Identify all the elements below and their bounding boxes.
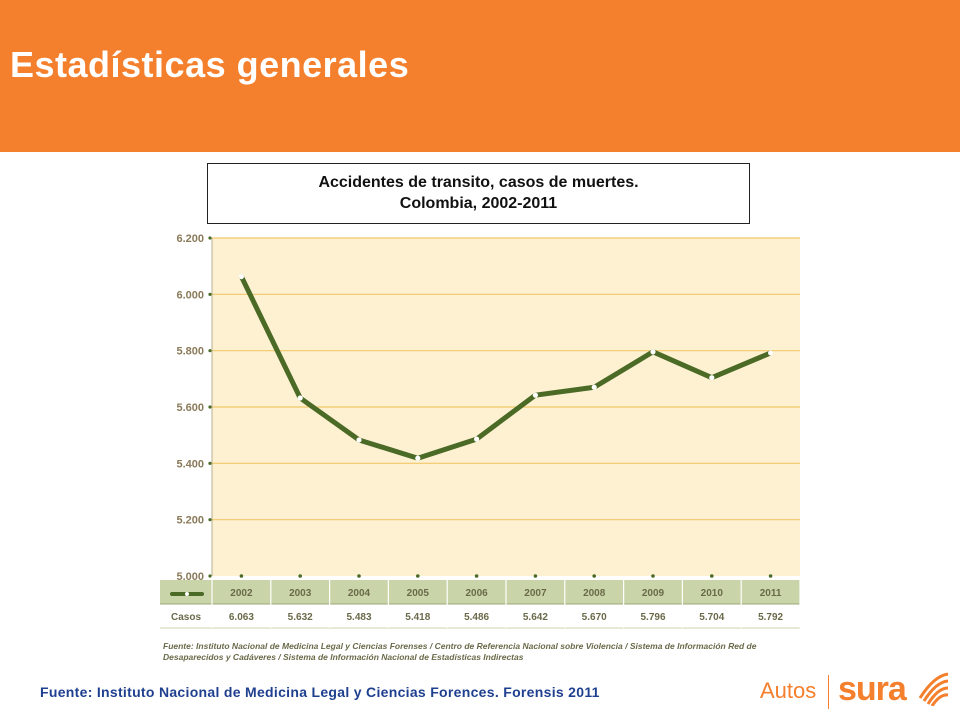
data-value-label: 5.486 <box>464 612 489 623</box>
data-value-label: 5.642 <box>523 612 548 623</box>
data-value-label: 6.063 <box>229 612 254 623</box>
y-tick-dot <box>208 461 212 465</box>
series-line-casos <box>238 274 774 461</box>
x-tick-label: 2007 <box>524 588 547 599</box>
sura-wing-icon <box>918 672 949 706</box>
x-tick-label: 2011 <box>760 588 782 599</box>
y-tick-dot <box>208 292 212 296</box>
y-tick-label: 6.000 <box>176 289 204 301</box>
x-tick-label: 2006 <box>465 588 488 599</box>
x-tick-dot <box>592 574 596 578</box>
brand-autos: Autos <box>760 678 817 703</box>
data-point <box>356 437 362 443</box>
data-point <box>591 384 597 390</box>
x-tick-label: 2010 <box>701 588 724 599</box>
y-tick-label: 5.600 <box>176 402 204 414</box>
data-value-label: 5.632 <box>288 612 313 623</box>
x-tick-label: 2003 <box>289 588 312 599</box>
y-tick-dot <box>208 236 212 240</box>
chart-source-note: Fuente: Instituto Nacional de Medicina L… <box>163 641 757 662</box>
data-point <box>297 395 303 401</box>
data-point <box>650 349 656 355</box>
x-tick-label: 2005 <box>407 588 430 599</box>
data-point <box>415 455 421 461</box>
chart-title-line1: Accidentes de transito, casos de muertes… <box>318 174 639 191</box>
legend-swatch-dot <box>185 592 189 596</box>
data-point <box>768 350 774 356</box>
brand-separator <box>828 675 829 709</box>
data-value-label: 5.704 <box>699 612 724 623</box>
x-tick-dot <box>474 574 479 578</box>
x-tick-dot <box>768 574 773 578</box>
y-tick-dot <box>208 574 212 578</box>
y-tick-label: 5.200 <box>176 515 204 527</box>
chart-title-line2: Colombia, 2002-2011 <box>399 195 558 212</box>
y-tick-label: 5.400 <box>176 458 204 470</box>
page-title: Estadísticas generales <box>10 44 410 85</box>
x-tick-dot <box>710 574 714 578</box>
data-point <box>238 273 244 280</box>
y-tick-dot <box>208 349 212 353</box>
data-value-label: 5.670 <box>582 612 607 623</box>
line-chart: 5.0005.2005.4005.6005.8006.0006.200Casos… <box>160 233 801 629</box>
chart-title-box: Accidentes de transito, casos de muertes… <box>207 163 750 224</box>
data-point <box>709 375 715 381</box>
x-tick-dot <box>357 574 361 578</box>
data-value-label: 5.792 <box>758 612 783 623</box>
brand-logo-area: Autos sura <box>760 670 952 714</box>
y-tick-dot <box>208 518 212 522</box>
x-tick-label: 2009 <box>642 588 665 599</box>
data-value-label: 5.483 <box>346 612 371 623</box>
data-value-label: 5.796 <box>640 612 665 623</box>
y-tick-label: 6.200 <box>176 233 204 245</box>
data-point <box>532 392 538 398</box>
y-tick-dot <box>208 405 212 409</box>
x-tick-dot <box>416 574 420 578</box>
x-tick-label: 2004 <box>348 588 371 599</box>
x-tick-dot <box>239 574 244 578</box>
x-tick-label: 2008 <box>583 588 606 599</box>
x-tick-dot <box>298 574 302 578</box>
brand-sura: sura <box>838 670 907 708</box>
footer-source: Fuente: Instituto Nacional de Medicina L… <box>40 684 600 700</box>
x-tick-dot <box>651 574 655 578</box>
x-tick-label: 2002 <box>230 588 253 599</box>
header-bar: Estadísticas generales <box>0 0 960 152</box>
y-tick-label: 5.800 <box>176 346 204 358</box>
table-header-row <box>160 580 800 604</box>
x-tick-dot <box>533 574 538 578</box>
data-point <box>474 436 480 442</box>
table-row-label: Casos <box>171 612 201 623</box>
data-value-label: 5.418 <box>405 612 430 623</box>
